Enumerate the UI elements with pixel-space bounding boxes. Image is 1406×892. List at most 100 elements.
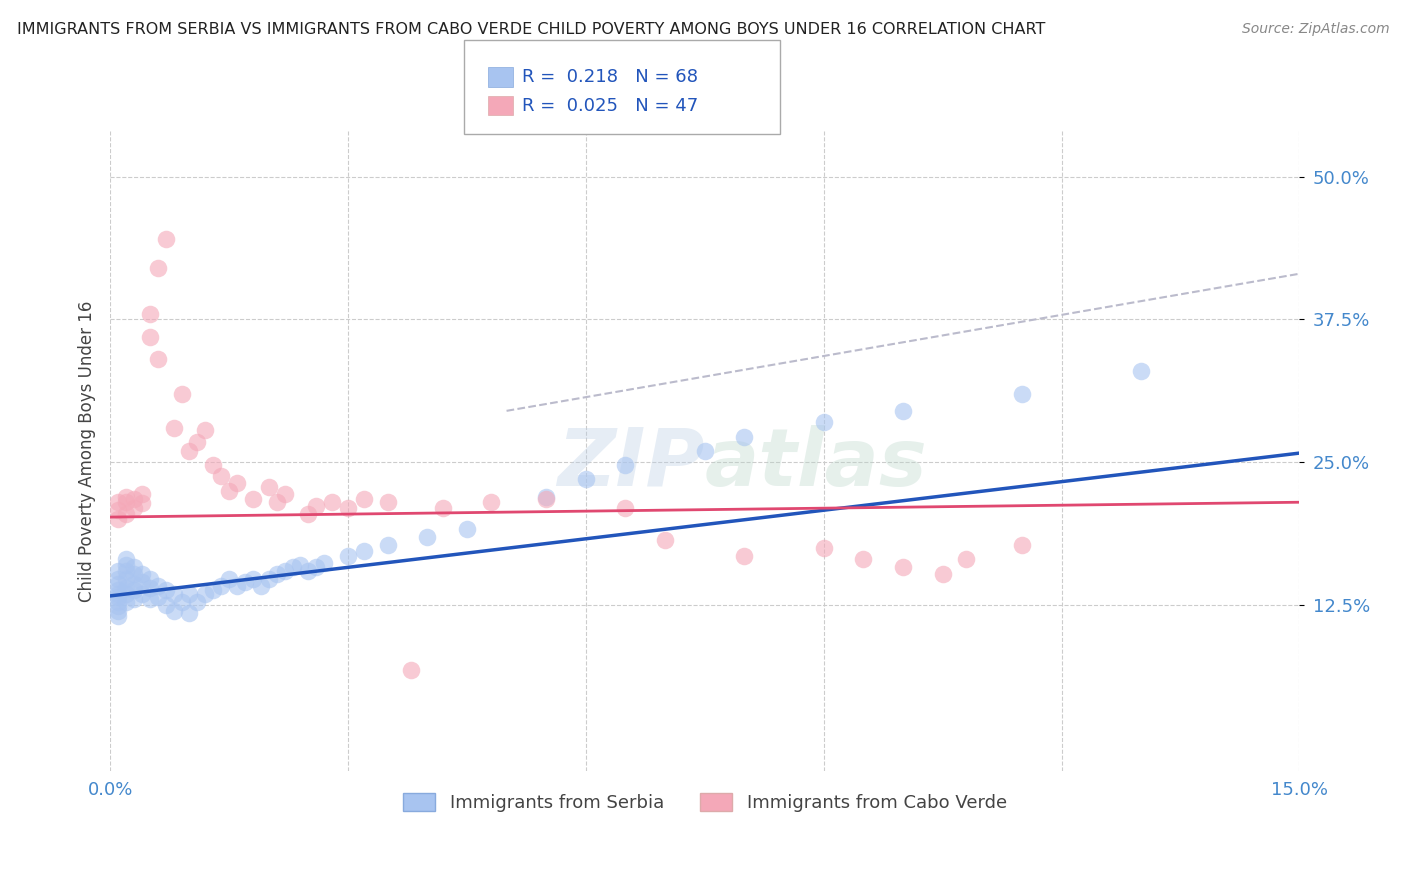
Point <box>115 572 138 586</box>
Point <box>281 560 304 574</box>
Point <box>107 609 129 624</box>
Point <box>131 575 153 590</box>
Point <box>257 572 280 586</box>
Point <box>266 495 288 509</box>
Point <box>273 487 295 501</box>
Point <box>1129 364 1152 378</box>
Point <box>891 404 914 418</box>
Point <box>170 386 193 401</box>
Point <box>115 495 138 509</box>
Text: Source: ZipAtlas.com: Source: ZipAtlas.com <box>1241 22 1389 37</box>
Point <box>131 487 153 501</box>
Point <box>107 503 129 517</box>
Point <box>107 586 129 600</box>
Point <box>266 567 288 582</box>
Point <box>534 490 557 504</box>
Point <box>353 544 375 558</box>
Point <box>162 421 184 435</box>
Point <box>115 507 138 521</box>
Text: R =  0.025   N = 47: R = 0.025 N = 47 <box>522 96 697 114</box>
Point <box>139 572 162 586</box>
Point <box>122 583 145 598</box>
Point <box>297 507 319 521</box>
Point <box>131 567 153 582</box>
Point <box>139 307 162 321</box>
Text: R =  0.218   N = 68: R = 0.218 N = 68 <box>522 68 697 86</box>
Point <box>226 579 249 593</box>
Point <box>242 572 264 586</box>
Point <box>139 581 162 595</box>
Point <box>733 549 755 563</box>
Point <box>931 567 953 582</box>
Point <box>162 604 184 618</box>
Point <box>314 556 336 570</box>
Y-axis label: Child Poverty Among Boys Under 16: Child Poverty Among Boys Under 16 <box>79 300 96 601</box>
Point <box>202 458 225 472</box>
Point <box>155 232 177 246</box>
Point <box>305 499 328 513</box>
Legend: Immigrants from Serbia, Immigrants from Cabo Verde: Immigrants from Serbia, Immigrants from … <box>395 786 1014 819</box>
Point <box>131 496 153 510</box>
Point <box>107 604 129 618</box>
Point <box>305 560 328 574</box>
Point <box>813 415 835 429</box>
Point <box>209 579 232 593</box>
Point <box>693 443 716 458</box>
Point <box>1011 386 1033 401</box>
Point <box>115 564 138 578</box>
Point <box>456 521 478 535</box>
Point <box>107 495 129 509</box>
Point <box>115 581 138 595</box>
Point <box>955 552 977 566</box>
Point <box>337 500 360 515</box>
Point <box>179 443 201 458</box>
Point <box>122 500 145 515</box>
Point <box>107 594 129 608</box>
Point <box>534 491 557 506</box>
Point <box>162 586 184 600</box>
Point <box>115 586 138 600</box>
Point <box>654 533 676 547</box>
Point <box>575 472 598 486</box>
Point <box>146 260 169 275</box>
Point <box>337 549 360 563</box>
Point <box>353 491 375 506</box>
Point <box>377 537 399 551</box>
Point <box>155 583 177 598</box>
Point <box>122 491 145 506</box>
Point <box>416 529 439 543</box>
Point <box>146 579 169 593</box>
Point <box>813 541 835 555</box>
Point <box>122 567 145 582</box>
Point <box>146 590 169 604</box>
Point <box>131 586 153 600</box>
Point <box>122 560 145 574</box>
Point <box>1011 537 1033 551</box>
Point <box>122 577 145 591</box>
Point <box>733 430 755 444</box>
Point <box>297 564 319 578</box>
Text: ZIP: ZIP <box>557 425 704 502</box>
Point <box>614 500 637 515</box>
Point <box>107 512 129 526</box>
Point <box>218 483 240 498</box>
Point <box>432 500 454 515</box>
Point <box>233 575 256 590</box>
Point <box>107 599 129 614</box>
Point <box>155 598 177 612</box>
Point <box>179 586 201 600</box>
Point <box>139 592 162 607</box>
Point <box>186 594 208 608</box>
Point <box>194 423 217 437</box>
Point <box>107 564 129 578</box>
Point <box>321 495 343 509</box>
Point <box>115 490 138 504</box>
Point <box>209 469 232 483</box>
Point <box>115 558 138 572</box>
Point <box>614 458 637 472</box>
Point <box>290 558 312 572</box>
Point <box>107 590 129 604</box>
Point <box>218 572 240 586</box>
Point <box>179 606 201 620</box>
Point <box>170 594 193 608</box>
